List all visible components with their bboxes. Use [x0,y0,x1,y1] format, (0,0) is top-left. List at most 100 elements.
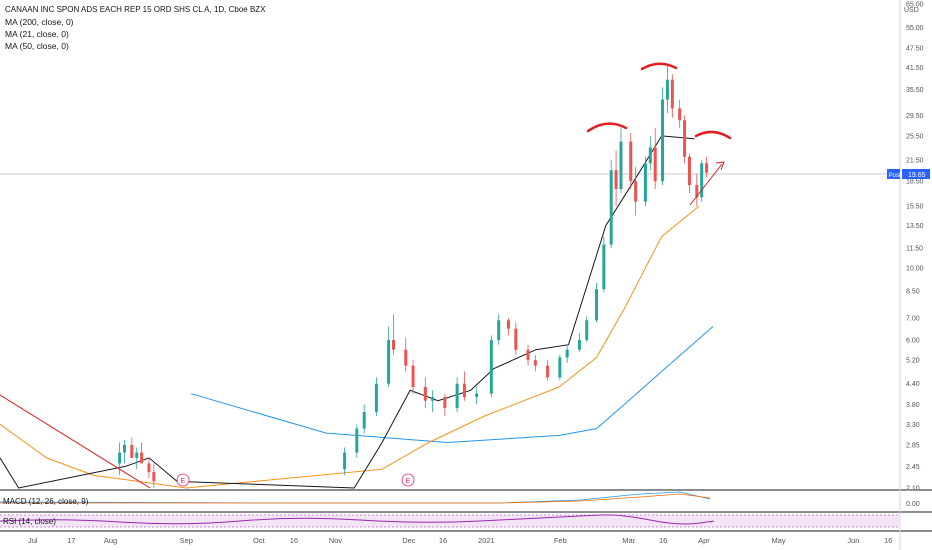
candle-body [546,365,550,378]
candle-body [374,383,378,412]
candle-body [392,339,396,350]
candle-body [343,452,347,470]
price-tick-label: 10.00 [906,265,924,272]
currency-label: USD [904,7,919,14]
candle-body [705,163,709,173]
chart-background [0,0,900,550]
earnings-marker[interactable] [401,473,415,487]
time-tick-label: Nov [329,536,343,545]
candle-body [609,170,613,245]
candle-body [661,99,665,182]
candle-body [497,320,501,340]
candle-body [423,386,427,401]
price-tick-label: 35.50 [906,87,924,94]
chart-legend: CANAAN INC SPON ADS EACH REP 15 ORD SHS … [5,4,266,52]
price-tick-label: 2.45 [906,464,920,471]
price-tick-label: 55.00 [906,25,924,32]
ma200-line [190,326,714,444]
rsi-legend[interactable]: RSI (14, close) [3,517,56,526]
candle-body [526,349,530,361]
price-tick-label: 11.50 [906,246,923,253]
candle-body [695,185,699,198]
rsi-band [0,515,900,527]
candle-body [130,444,134,458]
ma21-legend[interactable]: MA (21, close, 0) [5,29,69,39]
time-tick-label: 16 [884,536,892,545]
ma200-legend[interactable]: MA (200, close, 0) [5,17,74,27]
time-tick-label: Jun [847,536,859,545]
time-tick-label: Sep [180,536,193,545]
rsi-line [0,514,714,525]
time-tick-label: Oct [253,536,266,545]
candle-body [118,452,122,464]
earnings-marker[interactable] [176,473,190,487]
candle-body [670,79,674,109]
price-tick-label: 29.50 [906,113,924,120]
candle-body [443,397,447,409]
candle-body [678,108,682,121]
candle-body [514,328,518,350]
candle-body [135,452,139,458]
time-tick-label: Mar [622,536,635,545]
time-tick-label: Jul [28,536,38,545]
time-tick-label: Apr [698,536,710,545]
candle-body [489,339,493,394]
time-tick-label: 16 [290,536,298,545]
time-tick-label: 2021 [478,536,495,545]
candle-body [140,452,144,464]
candle-body [614,170,618,190]
candle-body [629,141,633,182]
ma50-legend[interactable]: MA (50, close, 0) [5,41,69,51]
time-axis[interactable]: Jul 17 Aug Sep Oct 16 Nov Dec 16 2021 Feb Mar 16 Apr M… [28,536,892,545]
uptrend-arrow-head [715,161,725,171]
candle-body [648,147,652,164]
drawings[interactable] [0,62,732,489]
candle-body [387,339,391,384]
candle-body [619,141,623,190]
price-axis[interactable]: 65.00 55.00 47.50 41.50 35.50 29.50 25.50 21.50… [906,2,924,493]
macd-zero-label: 0.00 [906,501,920,508]
candle-body [585,320,589,340]
price-tick-label: 5.20 [906,358,920,365]
candle-body [602,244,606,290]
post-label: Post [889,173,901,179]
candle-body [595,289,599,321]
candle-body [362,411,366,429]
candle-body [558,357,562,378]
price-tick-label: 3.30 [906,422,920,429]
candle-body [643,163,647,202]
candle-body [634,181,638,202]
candle-body [506,320,510,329]
time-tick-label: Dec [402,536,416,545]
candle-body [431,397,435,401]
symbol-title[interactable]: CANAAN INC SPON ADS EACH REP 15 ORD SHS … [5,5,266,14]
candle-body [147,463,151,473]
price-tick-label: 3.80 [906,402,920,409]
macd-signal [0,493,711,504]
time-tick-label: Aug [104,536,117,545]
time-tick-label: 16 [659,536,667,545]
downtrend-line [0,394,151,489]
candle-body [653,147,657,182]
candle-body [475,393,479,398]
price-tick-label: 25.50 [906,133,924,140]
left-shoulder-arc [586,122,628,133]
candle-body [404,349,408,366]
last-price-badge [902,169,930,179]
candle-body [565,349,569,358]
time-tick-label: 17 [67,536,75,545]
candle-body [533,360,537,366]
candle-body [700,163,704,198]
last-price-label: 19.65 [908,172,926,179]
candle-body [122,444,126,453]
candle-body [665,79,669,100]
time-tick-label: May [771,536,785,545]
price-tick-label: 13.50 [906,223,924,230]
head-arc [640,62,678,71]
candle-body [683,120,687,157]
post-badge [887,169,900,179]
macd-legend[interactable]: MACD (12, 26, close, 9) [3,497,89,506]
time-tick-label: 16 [439,536,447,545]
candles [118,65,709,488]
